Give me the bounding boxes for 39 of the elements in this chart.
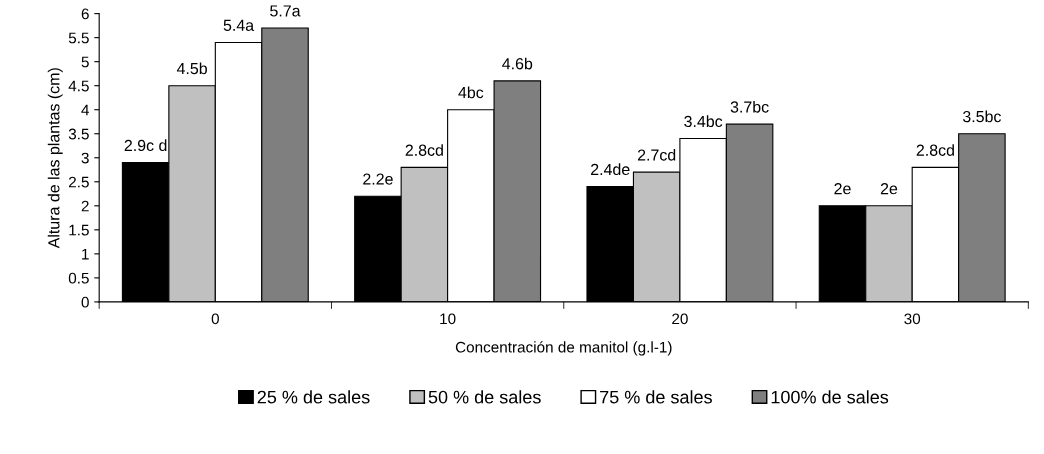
data-label: 2.2e: [363, 173, 393, 185]
data-label: 2.7cd: [637, 148, 676, 161]
y-tick-label: 4: [81, 104, 90, 116]
data-label: 5.7a: [270, 5, 301, 17]
data-label: 2.4de: [591, 163, 630, 176]
data-label: 2e: [880, 183, 898, 195]
y-tick-label: 5: [81, 56, 89, 68]
x-axis-title: Concentración de manitol (g.l-1): [455, 341, 672, 356]
legend-label: 100% de sales: [771, 390, 889, 404]
data-label: 2.8cd: [405, 144, 443, 156]
y-tick-label: 2.5: [68, 176, 89, 188]
x-tick-label: 30: [904, 313, 921, 325]
data-label: 3.7bc: [730, 100, 769, 113]
y-tick-label: 2: [81, 200, 89, 212]
y-tick-label: 4.5: [68, 80, 89, 92]
y-tick-label: 0: [81, 296, 89, 308]
data-label: 3.4bc: [684, 115, 723, 128]
data-label: 3.5bc: [962, 110, 1001, 123]
legend-label: 50 % de sales: [428, 390, 541, 404]
y-tick-label: 6: [81, 8, 89, 20]
y-tick-label: 5.5: [68, 32, 89, 44]
data-label: 4.5b: [176, 62, 207, 75]
data-label: 4.6b: [502, 57, 533, 70]
y-tick-label: 1: [82, 248, 89, 260]
legend-label: 25 % de sales: [257, 390, 370, 404]
data-label: 4bc: [458, 86, 484, 99]
data-label: 2.8cd: [916, 144, 954, 156]
y-tick-label: 1.5: [69, 224, 89, 236]
y-tick-label: 0.5: [68, 272, 89, 284]
data-label: 2e: [834, 183, 851, 195]
y-tick-label: 3.5: [68, 128, 89, 140]
x-tick-label: 0: [211, 313, 219, 325]
legend-label: 75 % de sales: [600, 390, 712, 404]
data-label: 5.4a: [223, 19, 255, 31]
x-tick-label: 20: [672, 313, 688, 325]
data-label: 2.9c d: [124, 139, 167, 152]
y-axis-title: Altura de las plantas (cm): [47, 68, 63, 249]
y-tick-label: 3: [81, 152, 89, 164]
x-tick-label: 10: [440, 313, 456, 325]
